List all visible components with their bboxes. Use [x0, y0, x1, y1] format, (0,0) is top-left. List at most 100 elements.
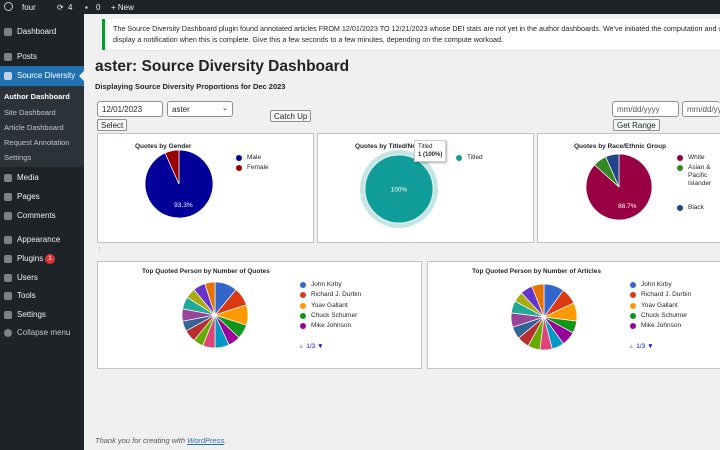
pie-chart: [510, 283, 578, 351]
plugins-badge: 1: [45, 254, 55, 264]
chart-title: Quotes by Race/Ethnic Group: [574, 143, 667, 150]
submenu-item[interactable]: Author Dashboard: [4, 92, 70, 101]
range-end-input[interactable]: mm/dd/yyyy: [682, 101, 720, 117]
submenu-item[interactable]: Site Dashboard: [4, 108, 56, 117]
pager-text: 1/3: [306, 343, 316, 350]
legend-label: Yoav Gallant: [311, 301, 348, 309]
legend-marker: [630, 302, 636, 309]
legend-label: Female: [247, 164, 269, 171]
legend-label: Richard J. Durbin: [311, 291, 362, 299]
active-menu-bg: [0, 66, 84, 86]
pie-slice: [605, 153, 620, 188]
comments-count[interactable]: 0: [96, 3, 101, 12]
pie-slice: [204, 281, 216, 316]
legend-label: John Kirby: [641, 281, 672, 288]
chart-title: Top Quoted Person by Number of Articles: [472, 268, 601, 275]
legend-label: Mike Johnson: [641, 322, 682, 330]
pager-prev[interactable]: ▲: [298, 343, 307, 350]
site-name[interactable]: four: [22, 3, 36, 12]
pager-prev[interactable]: ▲: [628, 343, 637, 350]
legend-marker: [456, 155, 462, 161]
menu-item[interactable]: Pages: [17, 192, 40, 201]
chart-card: John Kirby Richard J. Durbin Yoav Gallant C…: [427, 261, 720, 369]
comments-icon[interactable]: ▪: [85, 3, 88, 12]
start-date-input[interactable]: 12/01/2023: [97, 101, 163, 117]
menu-item[interactable]: Comments: [17, 211, 56, 220]
collapse-menu[interactable]: Collapse menu: [17, 328, 71, 337]
chart-card: John Kirby Richard J. Durbin Yoav Gallant C…: [97, 261, 422, 369]
catch-up-button[interactable]: Catch Up: [270, 110, 312, 122]
select-button[interactable]: Select: [97, 119, 128, 131]
drag-handle[interactable]: ⋮: [96, 247, 103, 254]
pie-chart: 93.3%: [144, 149, 214, 219]
legend-marker: [236, 155, 242, 161]
pie-slice: [531, 283, 545, 318]
menu-item[interactable]: Posts: [17, 52, 38, 61]
wp-logo[interactable]: [4, 2, 13, 11]
updates-count[interactable]: 4: [68, 3, 73, 12]
submenu-item[interactable]: Settings: [4, 153, 32, 162]
legend-marker: [630, 312, 636, 319]
menu-item[interactable]: Settings: [17, 310, 46, 319]
pie-slice: [364, 154, 434, 224]
tooltip: Titled 1 (100%): [414, 140, 447, 162]
pager-next[interactable]: ▼: [645, 343, 654, 350]
pie-slice: [144, 149, 214, 219]
menu-item[interactable]: Tools: [17, 291, 36, 300]
tooltip-name: Titled: [418, 144, 433, 150]
get-range-button[interactable]: Get Range: [613, 119, 660, 131]
menu-item[interactable]: Media: [17, 173, 39, 182]
pager-text: 1/3: [636, 343, 646, 350]
updates-icon[interactable]: ⟳: [57, 3, 64, 12]
legend-label: Chuck Schumer: [311, 311, 358, 319]
legend-label: Chuck Schumer: [641, 311, 688, 319]
chart-card: 93.3% Male Female Quotes by Gender: [97, 133, 314, 243]
menu-item[interactable]: Appearance: [17, 235, 61, 244]
admin-bar: four ⟳ 4 ▪ 0 + New: [0, 0, 720, 14]
pager-next[interactable]: ▼: [315, 343, 324, 350]
footer-text: Thank you for creating with: [95, 436, 188, 445]
sidebar: Dashboard Posts Source Diversity Author …: [0, 14, 84, 450]
range-start-input[interactable]: mm/dd/yyyy: [612, 101, 679, 117]
pie-chart: [181, 281, 249, 349]
menu-item[interactable]: Dashboard: [17, 27, 57, 36]
menu-item[interactable]: Source Diversity: [17, 71, 76, 80]
submenu-item[interactable]: Article Dashboard: [4, 123, 64, 132]
footer-link[interactable]: WordPress: [187, 436, 225, 445]
tooltip-text: 1 (100%): [418, 152, 443, 158]
page-title: aster: Source Diversity Dashboard: [95, 58, 350, 75]
legend-label: John Kirby: [311, 281, 342, 288]
active-arrow: [79, 71, 84, 81]
legend-marker: [300, 323, 306, 330]
legend-marker: [300, 282, 306, 288]
legend-pager: ▲ 1/3 ▼: [628, 343, 654, 350]
footer-end: .: [224, 436, 227, 445]
menu-item[interactable]: Users: [17, 273, 38, 282]
legend-marker: [677, 155, 683, 161]
author-select[interactable]: aster: [167, 101, 233, 117]
legend-label: Richard J. Durbin: [641, 291, 692, 299]
legend-label: Asian & Pacific Islander: [688, 164, 712, 187]
legend-marker: [300, 302, 306, 309]
value-label: 100%: [391, 187, 408, 194]
chart-card: 100% Titled Quotes by Titled/Non-Titled Tit…: [317, 133, 534, 243]
new-link[interactable]: + New: [111, 3, 134, 12]
legend-pager: ▲ 1/3 ▼: [298, 343, 324, 350]
select-arrow: ⌄: [222, 105, 228, 112]
chart-title: Quotes by Gender: [135, 143, 192, 150]
notice-text: The Source Diversity Dashboard plugin fo…: [113, 24, 720, 44]
value-label: 86.7%: [618, 203, 637, 210]
legend-label: Yoav Gallant: [641, 301, 678, 309]
submenu-item[interactable]: Request Annotation: [4, 138, 70, 147]
legend-marker: [630, 282, 636, 288]
page-subtitle: Displaying Source Diversity Proportions …: [95, 82, 286, 91]
chart-title: Top Quoted Person by Number of Quotes: [142, 268, 270, 275]
legend-label: Male: [247, 154, 262, 161]
menu-item[interactable]: Plugins: [17, 254, 44, 263]
legend-label: Titled: [467, 154, 483, 161]
pie-slice: [164, 149, 180, 185]
legend-label: Black: [688, 204, 704, 211]
pie-chart: 86.7%: [585, 153, 653, 221]
legend-marker: [677, 205, 683, 211]
